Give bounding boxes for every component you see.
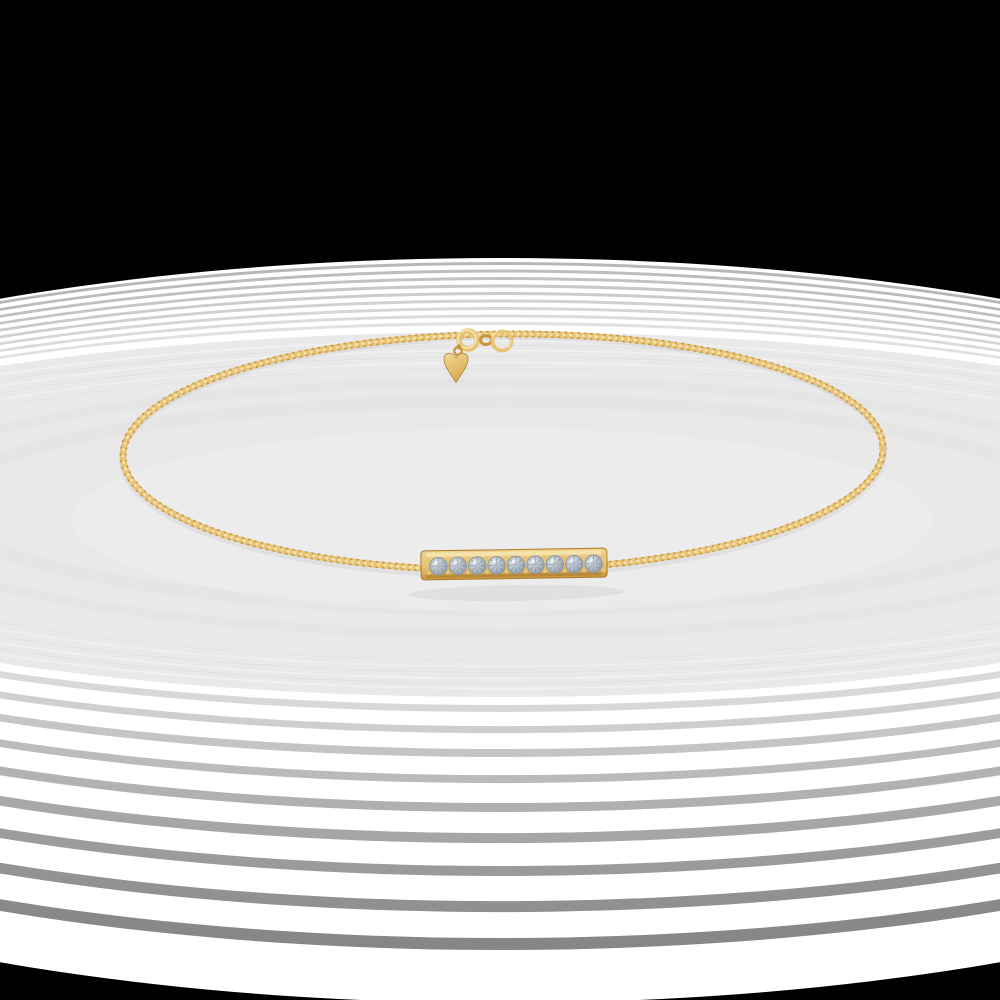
diamond-stone <box>581 553 606 574</box>
clasp-assembly <box>443 328 514 384</box>
bar-pendant <box>408 547 625 602</box>
heart-tag <box>443 352 469 384</box>
spring-ring-clasp <box>456 328 480 352</box>
heart-tag-bail <box>453 346 464 357</box>
chain-links-highlight <box>121 332 885 572</box>
bar-bottom-shade <box>426 572 603 579</box>
bar-top-highlight <box>425 550 602 557</box>
ribbed-platter <box>0 258 1000 1000</box>
bar-shadow <box>408 584 625 602</box>
